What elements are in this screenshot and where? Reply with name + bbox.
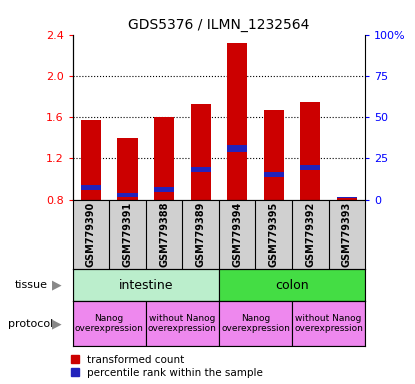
Text: GSM779390: GSM779390 (86, 202, 96, 267)
Text: Nanog
overexpression: Nanog overexpression (75, 314, 144, 333)
Bar (219, 301, 292, 346)
Text: GSM779388: GSM779388 (159, 202, 169, 267)
Text: GSM779389: GSM779389 (195, 202, 205, 267)
Text: GSM779392: GSM779392 (305, 202, 315, 267)
Bar (227, 146, 247, 152)
Text: GSM779395: GSM779395 (269, 202, 279, 267)
Text: without Nanog
overexpression: without Nanog overexpression (148, 314, 217, 333)
Bar (300, 165, 320, 170)
Text: colon: colon (275, 279, 309, 291)
Bar (154, 187, 174, 192)
Bar (146, 301, 219, 346)
Bar (73, 269, 219, 301)
Bar (190, 104, 211, 200)
Bar (81, 185, 101, 190)
Bar (154, 117, 174, 200)
Text: without Nanog
overexpression: without Nanog overexpression (294, 314, 363, 333)
Text: GSM779394: GSM779394 (232, 202, 242, 267)
Bar (227, 43, 247, 200)
Text: GSM779391: GSM779391 (122, 202, 132, 267)
Title: GDS5376 / ILMN_1232564: GDS5376 / ILMN_1232564 (128, 18, 310, 32)
Bar (337, 197, 357, 198)
Text: ▶: ▶ (52, 279, 62, 291)
Bar (337, 197, 357, 200)
Bar (73, 301, 146, 346)
Text: Nanog
overexpression: Nanog overexpression (221, 314, 290, 333)
Text: protocol: protocol (8, 318, 54, 329)
Bar (219, 269, 365, 301)
Bar (264, 110, 284, 200)
Bar (264, 172, 284, 177)
Bar (117, 193, 137, 197)
Bar (300, 102, 320, 200)
Bar (190, 167, 211, 172)
Text: intestine: intestine (119, 279, 173, 291)
Bar (81, 120, 101, 200)
Bar (117, 138, 137, 200)
Text: GSM779393: GSM779393 (342, 202, 352, 267)
Text: ▶: ▶ (52, 317, 62, 330)
Legend: transformed count, percentile rank within the sample: transformed count, percentile rank withi… (70, 354, 264, 379)
Bar (292, 301, 365, 346)
Text: tissue: tissue (15, 280, 48, 290)
